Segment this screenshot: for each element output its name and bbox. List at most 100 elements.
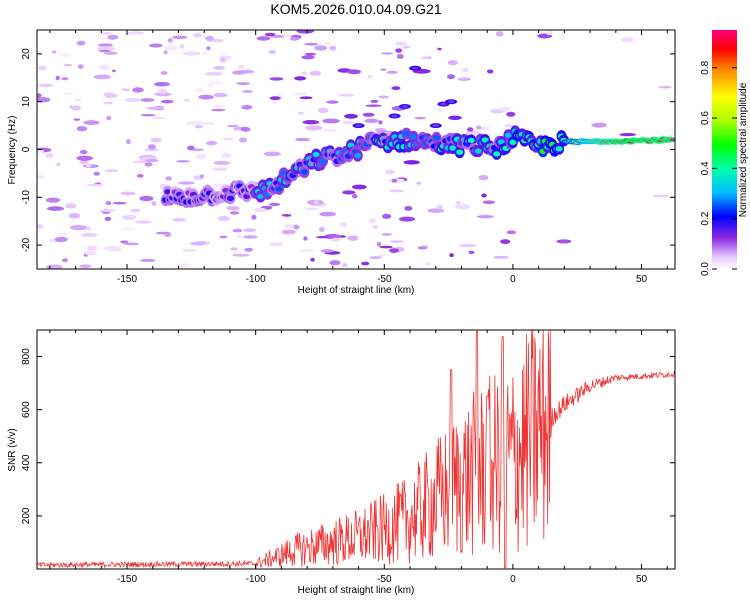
colorbar-tick-label: 0.0 (700, 262, 711, 276)
noise-speck (61, 77, 69, 81)
noise-speck (320, 128, 338, 132)
noise-speck (103, 101, 114, 105)
noise-speck (164, 45, 178, 51)
noise-speck (482, 200, 496, 204)
noise-speck (351, 193, 358, 199)
noise-speck (240, 126, 251, 132)
noise-speck (68, 213, 80, 219)
noise-speck (468, 250, 475, 255)
noise-speck (301, 55, 315, 60)
spectrogram-y-tick-label: -10 (21, 190, 32, 205)
noise-speck (206, 46, 211, 51)
spectrogram-y-tick-label: 20 (21, 48, 32, 60)
noise-speck (449, 253, 454, 258)
noise-speck (107, 34, 119, 40)
snr-frame (36, 329, 676, 570)
noise-speck (313, 199, 320, 205)
noise-speck (194, 125, 204, 129)
noise-speck (213, 65, 226, 70)
noise-speck (79, 159, 89, 165)
noise-speck (86, 226, 91, 231)
noise-speck (256, 36, 271, 41)
noise-speck (205, 71, 223, 76)
noise-speck (380, 68, 387, 72)
noise-speck (269, 77, 284, 81)
colorbar-tick-label: 0.6 (700, 111, 711, 125)
colorbar-ticks: 0.0 0.2 0.4 0.6 0.8 (700, 60, 737, 276)
noise-speck (314, 45, 327, 51)
noise-speck (236, 235, 244, 238)
noise-speck (395, 48, 403, 53)
colorbar: 0.0 0.2 0.4 0.6 0.8 Normalized spectral ampl… (700, 30, 749, 276)
noise-speck (187, 145, 195, 151)
spectrogram-y-tick-label: 0 (21, 146, 32, 152)
noise-speck (476, 125, 482, 130)
noise-speck (122, 214, 137, 221)
noise-speck (269, 96, 281, 101)
noise-speck (281, 214, 292, 217)
noise-speck (182, 51, 201, 56)
noise-speck (76, 40, 86, 46)
noise-speck (146, 106, 165, 110)
noise-speck (506, 230, 517, 235)
noise-speck (201, 52, 209, 55)
noise-speck (69, 225, 88, 231)
noise-speck (329, 260, 341, 266)
noise-speck (264, 32, 276, 37)
noise-speck (140, 258, 156, 262)
noise-speck (495, 31, 504, 37)
noise-speck (198, 94, 214, 100)
noise-speck (163, 50, 168, 55)
noise-speck (299, 96, 313, 100)
noise-speck (270, 35, 285, 38)
noise-speck (86, 183, 105, 187)
ridge-core (275, 186, 283, 192)
noise-speck (263, 151, 282, 157)
ridge-branch-core (440, 102, 447, 106)
noise-speck (185, 120, 203, 126)
noise-speck (242, 89, 253, 94)
ridge-branch-core (432, 124, 439, 127)
noise-speck (239, 137, 247, 143)
noise-speck (105, 201, 112, 206)
noise-speck (241, 105, 253, 110)
noise-speck (120, 240, 129, 244)
snr-plot-area (37, 330, 675, 569)
noise-speck (302, 120, 320, 125)
noise-speck (619, 133, 637, 137)
noise-speck (296, 30, 315, 34)
noise-speck (205, 35, 215, 41)
noise-speck (322, 118, 340, 124)
ridge-branch-core (412, 66, 419, 70)
noise-speck (76, 126, 88, 132)
noise-speck (140, 114, 156, 117)
noise-speck (37, 149, 45, 153)
noise-speck (154, 82, 170, 87)
noise-speck (493, 255, 509, 259)
noise-speck (658, 85, 672, 89)
noise-speck (229, 211, 240, 215)
noise-speck (93, 74, 111, 80)
noise-speck (213, 104, 225, 108)
ridge-core (354, 152, 362, 159)
spectrogram-x-tick-label: -150 (117, 274, 137, 285)
noise-speck (295, 137, 311, 142)
noise-speck (244, 247, 254, 252)
noise-speck (427, 208, 445, 213)
snr-x-axis-label: Height of straight line (km) (298, 585, 415, 596)
noise-speck (139, 195, 154, 202)
noise-speck (305, 125, 323, 131)
noise-speck (174, 263, 192, 268)
noise-speck (462, 68, 469, 72)
noise-speck (414, 116, 426, 120)
noise-speck (160, 71, 168, 75)
noise-speck (184, 99, 191, 102)
noise-speck (126, 31, 145, 35)
noise-speck (37, 93, 42, 98)
noise-speck (136, 174, 144, 178)
ridge-core (409, 134, 417, 140)
noise-speck (63, 63, 73, 67)
noise-speck (135, 220, 152, 224)
spectrogram-y-tick-label: -20 (21, 237, 32, 252)
noise-speck (219, 235, 228, 239)
